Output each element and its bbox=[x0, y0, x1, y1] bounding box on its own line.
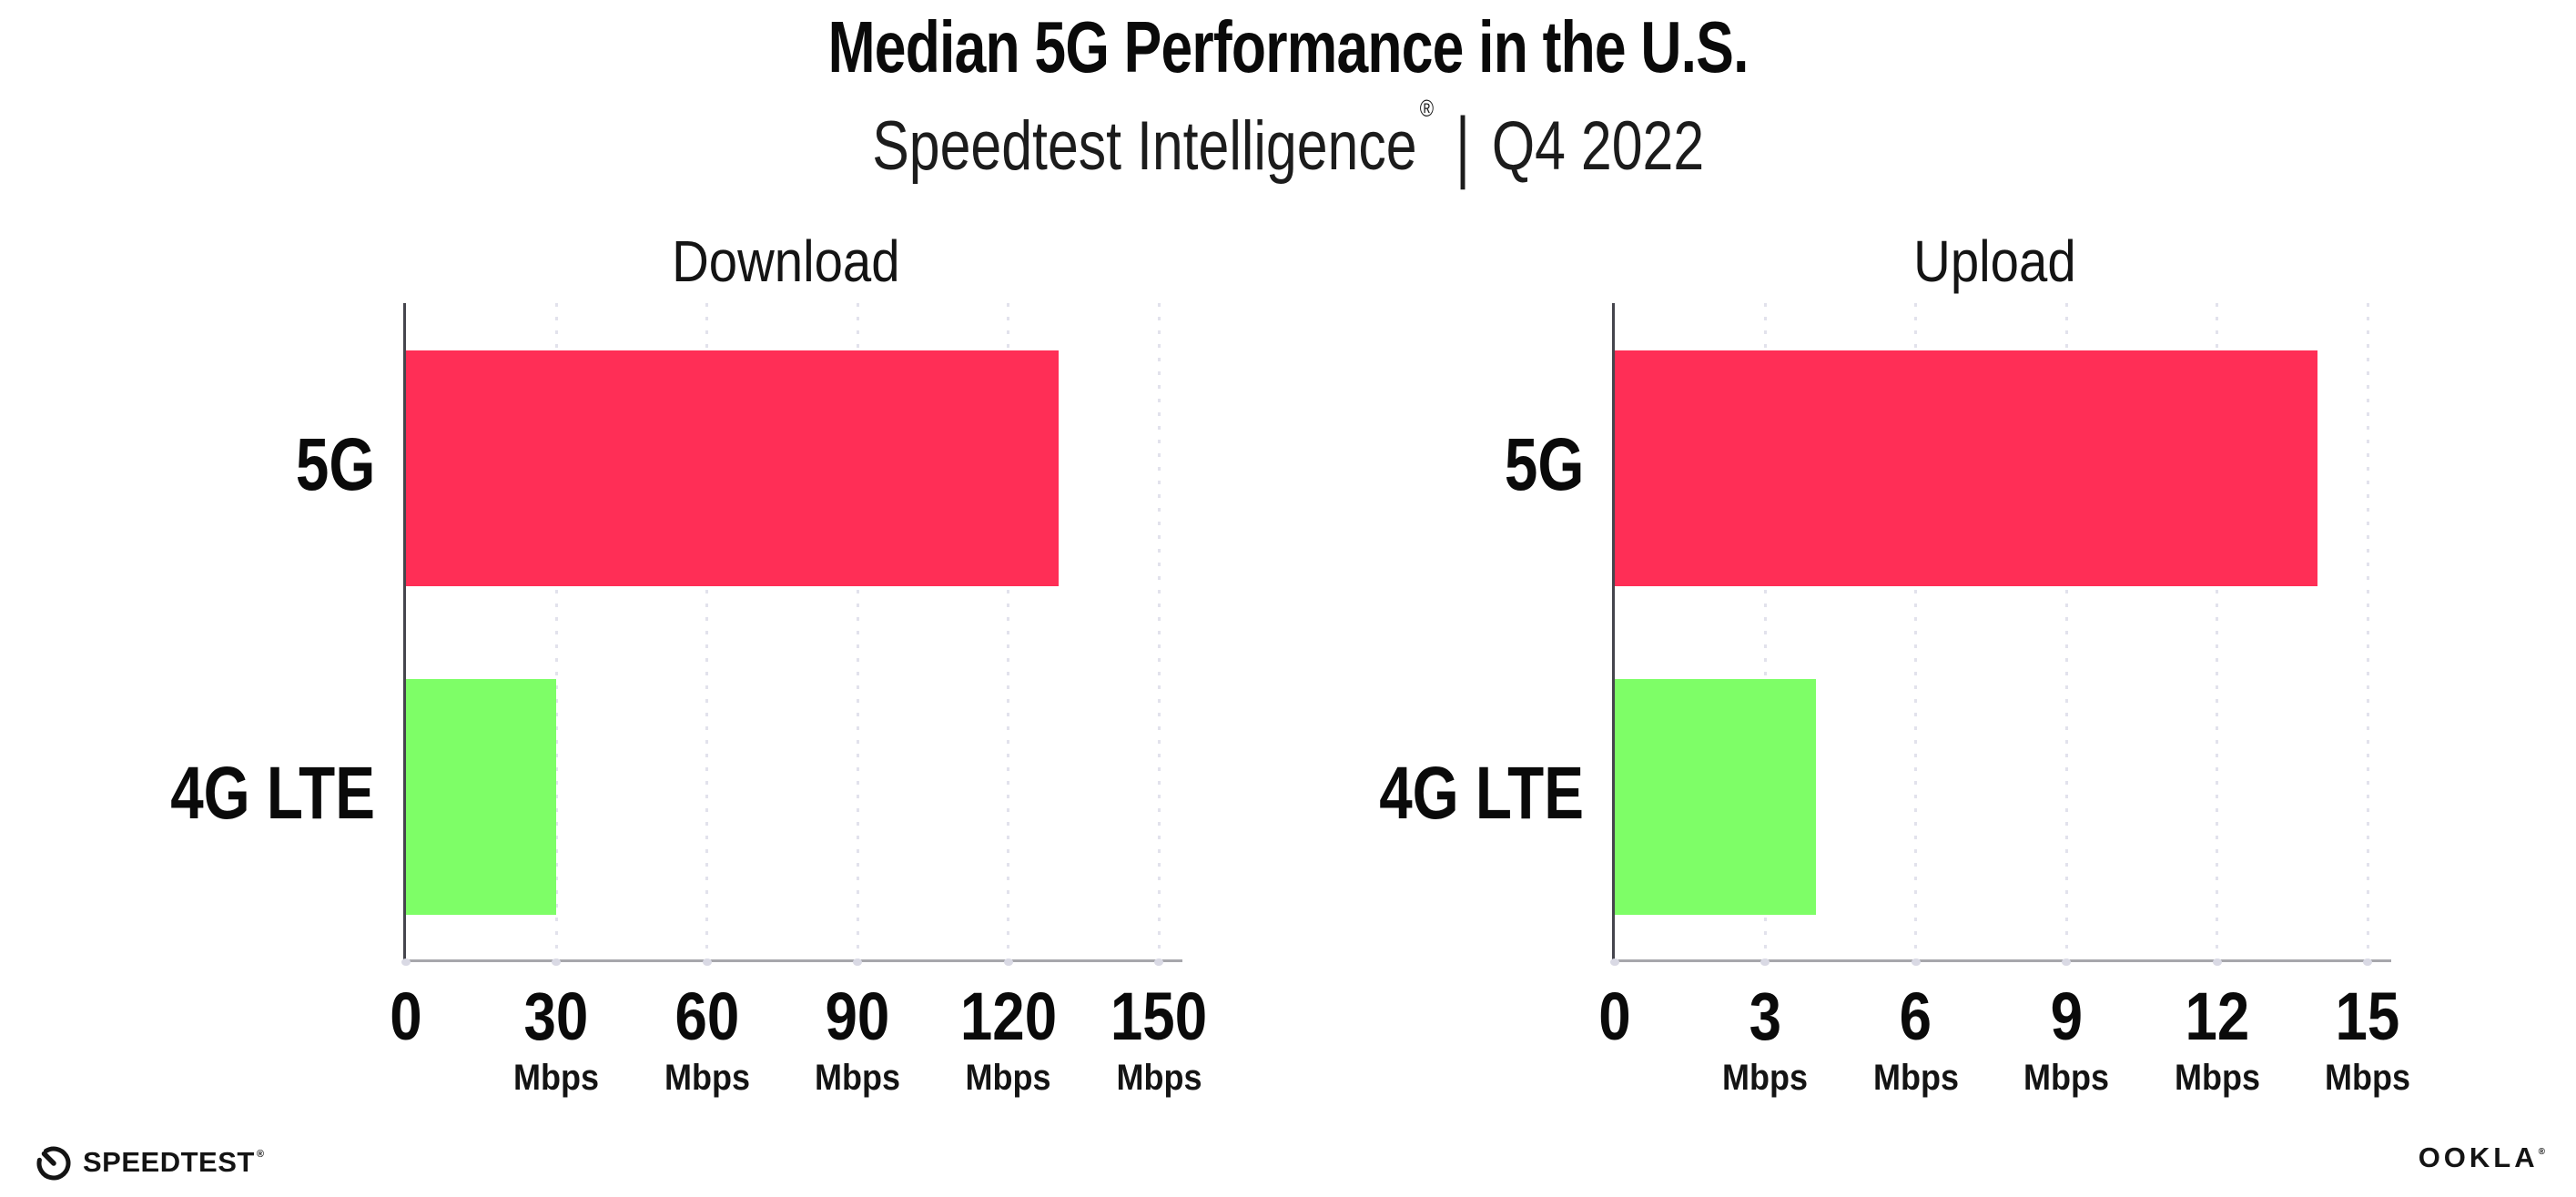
x-tick-label: 0 bbox=[387, 983, 424, 1050]
axis-tick-dot bbox=[1154, 959, 1163, 966]
registered-mark: ® bbox=[256, 1149, 265, 1160]
axis-tick-dot bbox=[853, 959, 863, 966]
x-tick-value: 90 bbox=[825, 979, 890, 1054]
download-chart: Download 0 30 Mbps 60 Mbps 90 Mbps 120 Mbps 150 Mb… bbox=[170, 218, 1207, 1097]
x-tick-unit: Mbps bbox=[2023, 1058, 2110, 1098]
x-tick-value: 3 bbox=[1749, 979, 1782, 1054]
axis-tick-dot bbox=[401, 959, 411, 966]
axis-tick-dot bbox=[2363, 959, 2372, 966]
x-tick-value: 9 bbox=[2050, 979, 2083, 1054]
category-label-4g-lte: 4G LTE bbox=[1379, 751, 1584, 835]
x-tick-unit: Mbps bbox=[2174, 1058, 2260, 1098]
gridline bbox=[1914, 303, 1918, 959]
x-tick-label: 9 Mbps bbox=[2019, 979, 2114, 1098]
gridline bbox=[1157, 303, 1161, 959]
category-label-5g: 5G bbox=[295, 423, 375, 507]
upload-chart-title: Upload bbox=[1912, 228, 2076, 294]
x-axis-line bbox=[403, 959, 1182, 962]
x-tick-label: 30 Mbps bbox=[509, 979, 603, 1098]
x-tick-value: 150 bbox=[1110, 979, 1208, 1054]
speedtest-logo: SPEEDTEST ® bbox=[33, 1141, 264, 1183]
gridline bbox=[2216, 303, 2219, 959]
x-tick-value: 6 bbox=[1900, 979, 1932, 1054]
x-tick-label: 12 Mbps bbox=[2169, 979, 2264, 1098]
x-tick-label: 60 Mbps bbox=[660, 979, 755, 1098]
x-tick-unit: Mbps bbox=[815, 1058, 901, 1098]
axis-tick-dot bbox=[1610, 959, 1619, 966]
axis-tick-dot bbox=[1911, 959, 1921, 966]
x-tick-value: 30 bbox=[523, 979, 589, 1054]
x-tick-label: 90 Mbps bbox=[810, 979, 905, 1098]
x-tick-value: 60 bbox=[674, 979, 740, 1054]
download-chart-title: Download bbox=[671, 228, 900, 294]
bar-4g-lte-upload bbox=[1615, 678, 1816, 915]
gridline bbox=[705, 303, 709, 959]
x-tick-label: 120 Mbps bbox=[952, 979, 1064, 1098]
x-tick-unit: Mbps bbox=[1872, 1058, 1959, 1098]
speedtest-gauge-icon bbox=[36, 1146, 71, 1181]
x-tick-value: 15 bbox=[2335, 979, 2400, 1054]
figure-title: Median 5G Performance in the U.S. bbox=[827, 6, 1749, 87]
axis-tick-dot bbox=[702, 959, 712, 966]
x-tick-value: 120 bbox=[959, 979, 1057, 1054]
bar-5g-upload bbox=[1615, 350, 2317, 586]
gridline bbox=[856, 303, 859, 959]
gridline bbox=[2366, 303, 2369, 959]
registered-mark: ® bbox=[2538, 1147, 2545, 1157]
download-plot-area: 0 30 Mbps 60 Mbps 90 Mbps 120 Mbps 150 Mbps 5G 4G LT… bbox=[170, 303, 1207, 1096]
axis-tick-dot bbox=[2212, 959, 2222, 966]
subtitle-brand: Speedtest Intelligence bbox=[872, 107, 1417, 185]
x-axis-line bbox=[1612, 959, 2391, 962]
x-tick-unit: Mbps bbox=[965, 1058, 1051, 1098]
axis-tick-dot bbox=[552, 959, 562, 966]
x-tick-label: 0 bbox=[1596, 983, 1633, 1050]
gridline bbox=[1763, 303, 1767, 959]
subtitle-period: Q4 2022 bbox=[1491, 107, 1704, 185]
gridline bbox=[554, 303, 558, 959]
upload-plot-area: 0 3 Mbps 6 Mbps 9 Mbps 12 Mbps 15 Mbps 5G 4G LTE bbox=[1379, 303, 2410, 1096]
upload-chart: Upload 0 3 Mbps 6 Mbps 9 Mbps 12 Mbps 15 Mbps 5G 4G … bbox=[1379, 218, 2410, 1097]
figure-subtitle: Speedtest Intelligence ® | Q4 2022 bbox=[0, 95, 2576, 186]
axis-tick-dot bbox=[1760, 959, 1770, 966]
axis-tick-dot bbox=[1003, 959, 1013, 966]
x-tick-unit: Mbps bbox=[664, 1058, 750, 1098]
category-label-5g: 5G bbox=[1504, 423, 1584, 507]
x-tick-unit: Mbps bbox=[513, 1058, 600, 1098]
axis-tick-dot bbox=[2062, 959, 2072, 966]
gridline bbox=[1007, 303, 1010, 959]
x-tick-label: 6 Mbps bbox=[1869, 979, 1963, 1098]
x-tick-unit: Mbps bbox=[1116, 1058, 1202, 1098]
x-tick-label: 150 Mbps bbox=[1102, 979, 1214, 1098]
x-tick-value: 12 bbox=[2185, 979, 2249, 1054]
x-tick-label: 3 Mbps bbox=[1718, 979, 1812, 1098]
x-tick-label: 15 Mbps bbox=[2320, 979, 2415, 1098]
speedtest-wordmark: SPEEDTEST ® bbox=[83, 1146, 265, 1178]
x-tick-unit: Mbps bbox=[1722, 1058, 1809, 1098]
ookla-wordmark: OOKLA bbox=[2418, 1141, 2539, 1173]
subtitle-separator: | bbox=[1455, 101, 1470, 191]
ookla-logo: OOKLA® bbox=[2419, 1141, 2545, 1174]
gridline bbox=[2064, 303, 2068, 959]
x-tick-value: 0 bbox=[1598, 979, 1631, 1054]
bar-4g-lte-download bbox=[406, 678, 557, 915]
x-tick-unit: Mbps bbox=[2325, 1058, 2410, 1098]
bar-5g-download bbox=[406, 350, 1059, 586]
x-tick-value: 0 bbox=[390, 979, 422, 1054]
figure-header: Median 5G Performance in the U.S. Speedt… bbox=[0, 0, 2576, 187]
registered-mark: ® bbox=[1419, 95, 1434, 122]
category-label-4g-lte: 4G LTE bbox=[170, 751, 375, 835]
